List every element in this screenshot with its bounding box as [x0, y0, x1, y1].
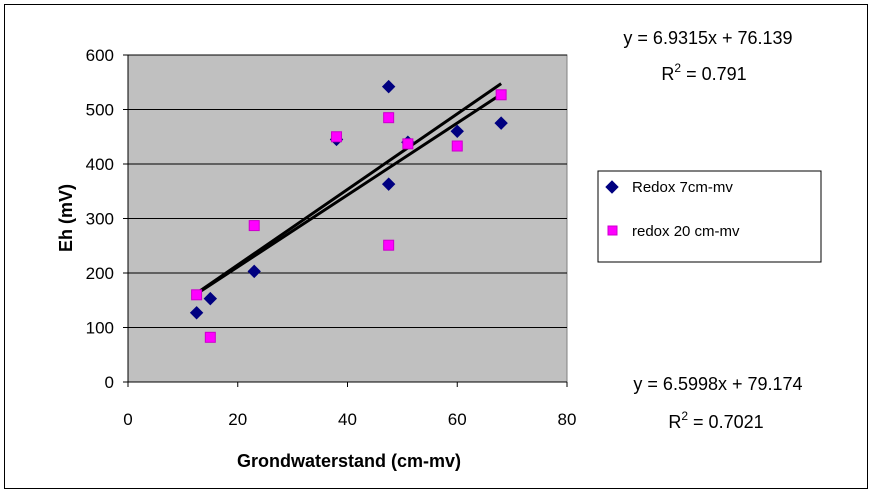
legend-item-redox-7cm: Redox 7cm-mv: [605, 179, 733, 196]
point-series-2: [331, 131, 343, 143]
trendline-1-equation: y = 6.9315x + 76.139: [623, 28, 792, 48]
legend-box: [597, 170, 822, 263]
point-series-2: [191, 289, 203, 301]
diamond-marker-icon: [605, 180, 619, 194]
x-tick-label-40: 40: [338, 410, 357, 429]
gridlines: [128, 54, 567, 383]
point-series-2: [248, 220, 260, 232]
trendline-2-r2: R2 = 0.7021: [668, 409, 763, 432]
point-series-2: [383, 239, 395, 251]
y-tick-label-100: 100: [86, 319, 114, 338]
legend: Redox 7cm-mv redox 20 cm-mv: [597, 170, 822, 263]
tick-labels: 0 100 200 300 400 500 600 0 20 40 60 80: [86, 46, 577, 429]
trendline-1: [195, 82, 503, 295]
x-tick-label-80: 80: [558, 410, 577, 429]
legend-label-redox-20cm: redox 20 cm-mv: [632, 223, 740, 240]
point-series-2: [451, 140, 463, 152]
trendline-2: [195, 93, 502, 296]
axes: [123, 54, 568, 387]
x-tick-label-0: 0: [123, 410, 132, 429]
point-series-1: [203, 291, 218, 306]
x-tick-label-60: 60: [448, 410, 467, 429]
y-tick-label-500: 500: [86, 101, 114, 120]
point-series-1: [450, 124, 464, 139]
y-tick-label-0: 0: [105, 373, 114, 392]
point-series-1: [247, 264, 261, 279]
trendlines: [195, 82, 503, 296]
point-series-2: [204, 331, 216, 343]
x-axis-title: Grondwaterstand (cm-mv): [237, 451, 461, 471]
x-tick-label-20: 20: [228, 410, 247, 429]
point-series-1: [381, 79, 396, 94]
point-series-2: [495, 89, 507, 101]
y-tick-label-400: 400: [86, 155, 114, 174]
point-series-1: [494, 116, 508, 130]
data-points: [189, 79, 508, 343]
y-tick-label-300: 300: [86, 210, 114, 229]
point-series-2: [402, 138, 414, 150]
trendline-2-equation: y = 6.5998x + 79.174: [633, 374, 802, 394]
point-series-1: [381, 177, 396, 191]
square-marker-icon: [607, 225, 618, 236]
trendline-1-r2: R2 = 0.791: [661, 61, 746, 84]
y-tick-label-200: 200: [86, 264, 114, 283]
point-series-2: [383, 112, 395, 124]
y-tick-label-600: 600: [86, 46, 114, 65]
y-axis-title: Eh (mV): [56, 184, 76, 252]
point-series-1: [189, 306, 204, 320]
legend-label-redox-7cm: Redox 7cm-mv: [632, 179, 733, 196]
legend-item-redox-20cm: redox 20 cm-mv: [607, 223, 740, 240]
